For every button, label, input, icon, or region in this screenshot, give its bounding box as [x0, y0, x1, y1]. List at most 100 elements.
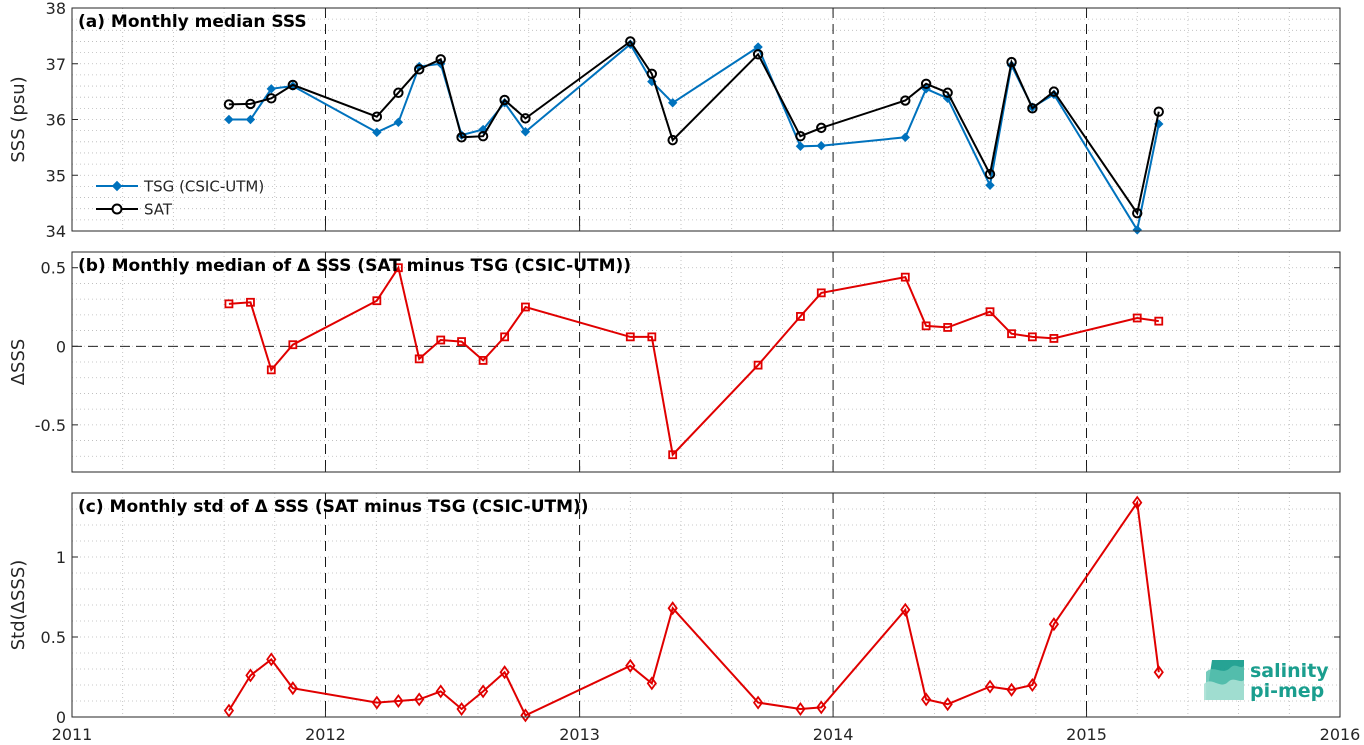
x-tick-label: 2013 — [559, 725, 600, 744]
data-point — [816, 140, 826, 151]
data-point — [752, 49, 764, 60]
data-point — [942, 697, 953, 712]
panel-c-frame — [71, 492, 1341, 718]
data-point — [477, 131, 489, 142]
y-tick-label: 37 — [46, 55, 66, 74]
data-point — [372, 127, 382, 138]
panel-c-ylabel: Std(ΔSSS) — [8, 560, 29, 651]
salinity-pi-mep-logo: salinity pi-mep — [1204, 660, 1329, 702]
x-tick-label: 2012 — [305, 725, 346, 744]
data-point — [1006, 682, 1017, 697]
data-point — [288, 340, 298, 350]
panel-a-title: (a) Monthly median SSS — [78, 12, 307, 32]
data-point — [520, 127, 531, 137]
x-tick-label: 2011 — [52, 725, 93, 744]
data-point — [900, 272, 910, 282]
panel-c-title: (c) Monthly std of Δ SSS (SAT minus TSG … — [78, 497, 589, 517]
data-point — [393, 117, 404, 127]
data-point — [245, 98, 256, 110]
data-point — [1153, 665, 1164, 680]
y-tick-label: 36 — [46, 111, 66, 130]
x-tick-labels: 2011 2012 2013 2014 2015 2016 — [52, 725, 1361, 744]
data-point — [795, 701, 806, 717]
data-point — [795, 141, 806, 151]
data-point — [1027, 103, 1038, 114]
logo-wave-icon — [1204, 660, 1244, 700]
data-point — [668, 450, 678, 460]
data-point — [245, 114, 256, 125]
data-point — [920, 78, 932, 90]
data-point — [943, 323, 953, 332]
data-point — [921, 321, 931, 331]
data-point — [520, 708, 531, 723]
data-point — [1048, 617, 1060, 632]
data-point — [795, 131, 806, 142]
data-point — [246, 297, 255, 307]
data-point — [900, 602, 911, 617]
data-point — [287, 681, 298, 696]
data-point — [1132, 495, 1143, 510]
data-point — [1027, 677, 1038, 693]
data-point — [372, 296, 382, 306]
data-point — [1132, 225, 1142, 235]
data-point — [223, 703, 235, 718]
panel-a: 34 35 36 37 38 (a) Monthly median SSS SSS (p… — [8, 0, 1341, 241]
data-point — [816, 700, 827, 715]
data-point — [984, 679, 996, 694]
data-point — [287, 79, 299, 91]
data-point — [942, 87, 953, 98]
data-point — [1027, 332, 1037, 342]
series-line-1-0 — [228, 265, 1159, 457]
series-line-2-0 — [228, 499, 1160, 717]
data-point — [371, 111, 383, 122]
data-point — [667, 601, 678, 616]
y-tick-label: 0.5 — [41, 628, 66, 647]
data-point — [520, 113, 531, 124]
data-point — [667, 134, 678, 146]
data-point — [266, 93, 277, 104]
data-point — [985, 307, 995, 317]
data-point — [414, 64, 425, 75]
data-point — [521, 302, 530, 312]
panel-c: 0 0.5 1 (c) Monthly std of Δ SSS (SAT minu… — [8, 492, 1341, 727]
data-point — [499, 94, 510, 106]
data-point — [625, 332, 635, 342]
y-tick-label: 1 — [56, 548, 66, 567]
data-point — [647, 332, 657, 342]
legend-tsg-marker — [111, 180, 123, 192]
series-line-0-1 — [228, 40, 1160, 216]
data-point — [1132, 313, 1142, 323]
data-point — [436, 335, 446, 345]
data-point — [393, 263, 403, 273]
data-point — [393, 693, 404, 709]
data-point — [224, 299, 234, 309]
data-point — [1049, 334, 1059, 343]
data-point — [984, 168, 996, 180]
data-point — [752, 695, 764, 710]
panel-a-frame — [71, 7, 1341, 232]
y-tick-label: -0.5 — [35, 416, 66, 435]
data-point — [1153, 106, 1164, 117]
data-point — [1048, 86, 1060, 97]
data-point — [435, 684, 446, 699]
data-point — [646, 68, 658, 79]
legend: TSG (CSIC-UTM) SAT — [96, 178, 264, 219]
panel-a-ylabel: SSS (psu) — [8, 76, 29, 162]
data-point — [900, 95, 911, 106]
series-line-0-0 — [228, 42, 1160, 233]
data-point — [1007, 329, 1016, 339]
y-tick-label: 35 — [46, 166, 66, 185]
data-point — [414, 692, 425, 707]
legend-sat-marker — [111, 203, 123, 215]
data-point — [1132, 207, 1143, 219]
x-tick-label: 2016 — [1320, 725, 1361, 744]
data-point — [224, 114, 234, 125]
data-point — [816, 288, 826, 298]
data-point — [371, 695, 382, 710]
data-point — [266, 365, 276, 375]
data-point — [753, 360, 763, 370]
logo-line2: pi-mep — [1250, 680, 1324, 702]
data-point — [985, 180, 995, 190]
y-tick-label: 0.5 — [41, 259, 66, 278]
